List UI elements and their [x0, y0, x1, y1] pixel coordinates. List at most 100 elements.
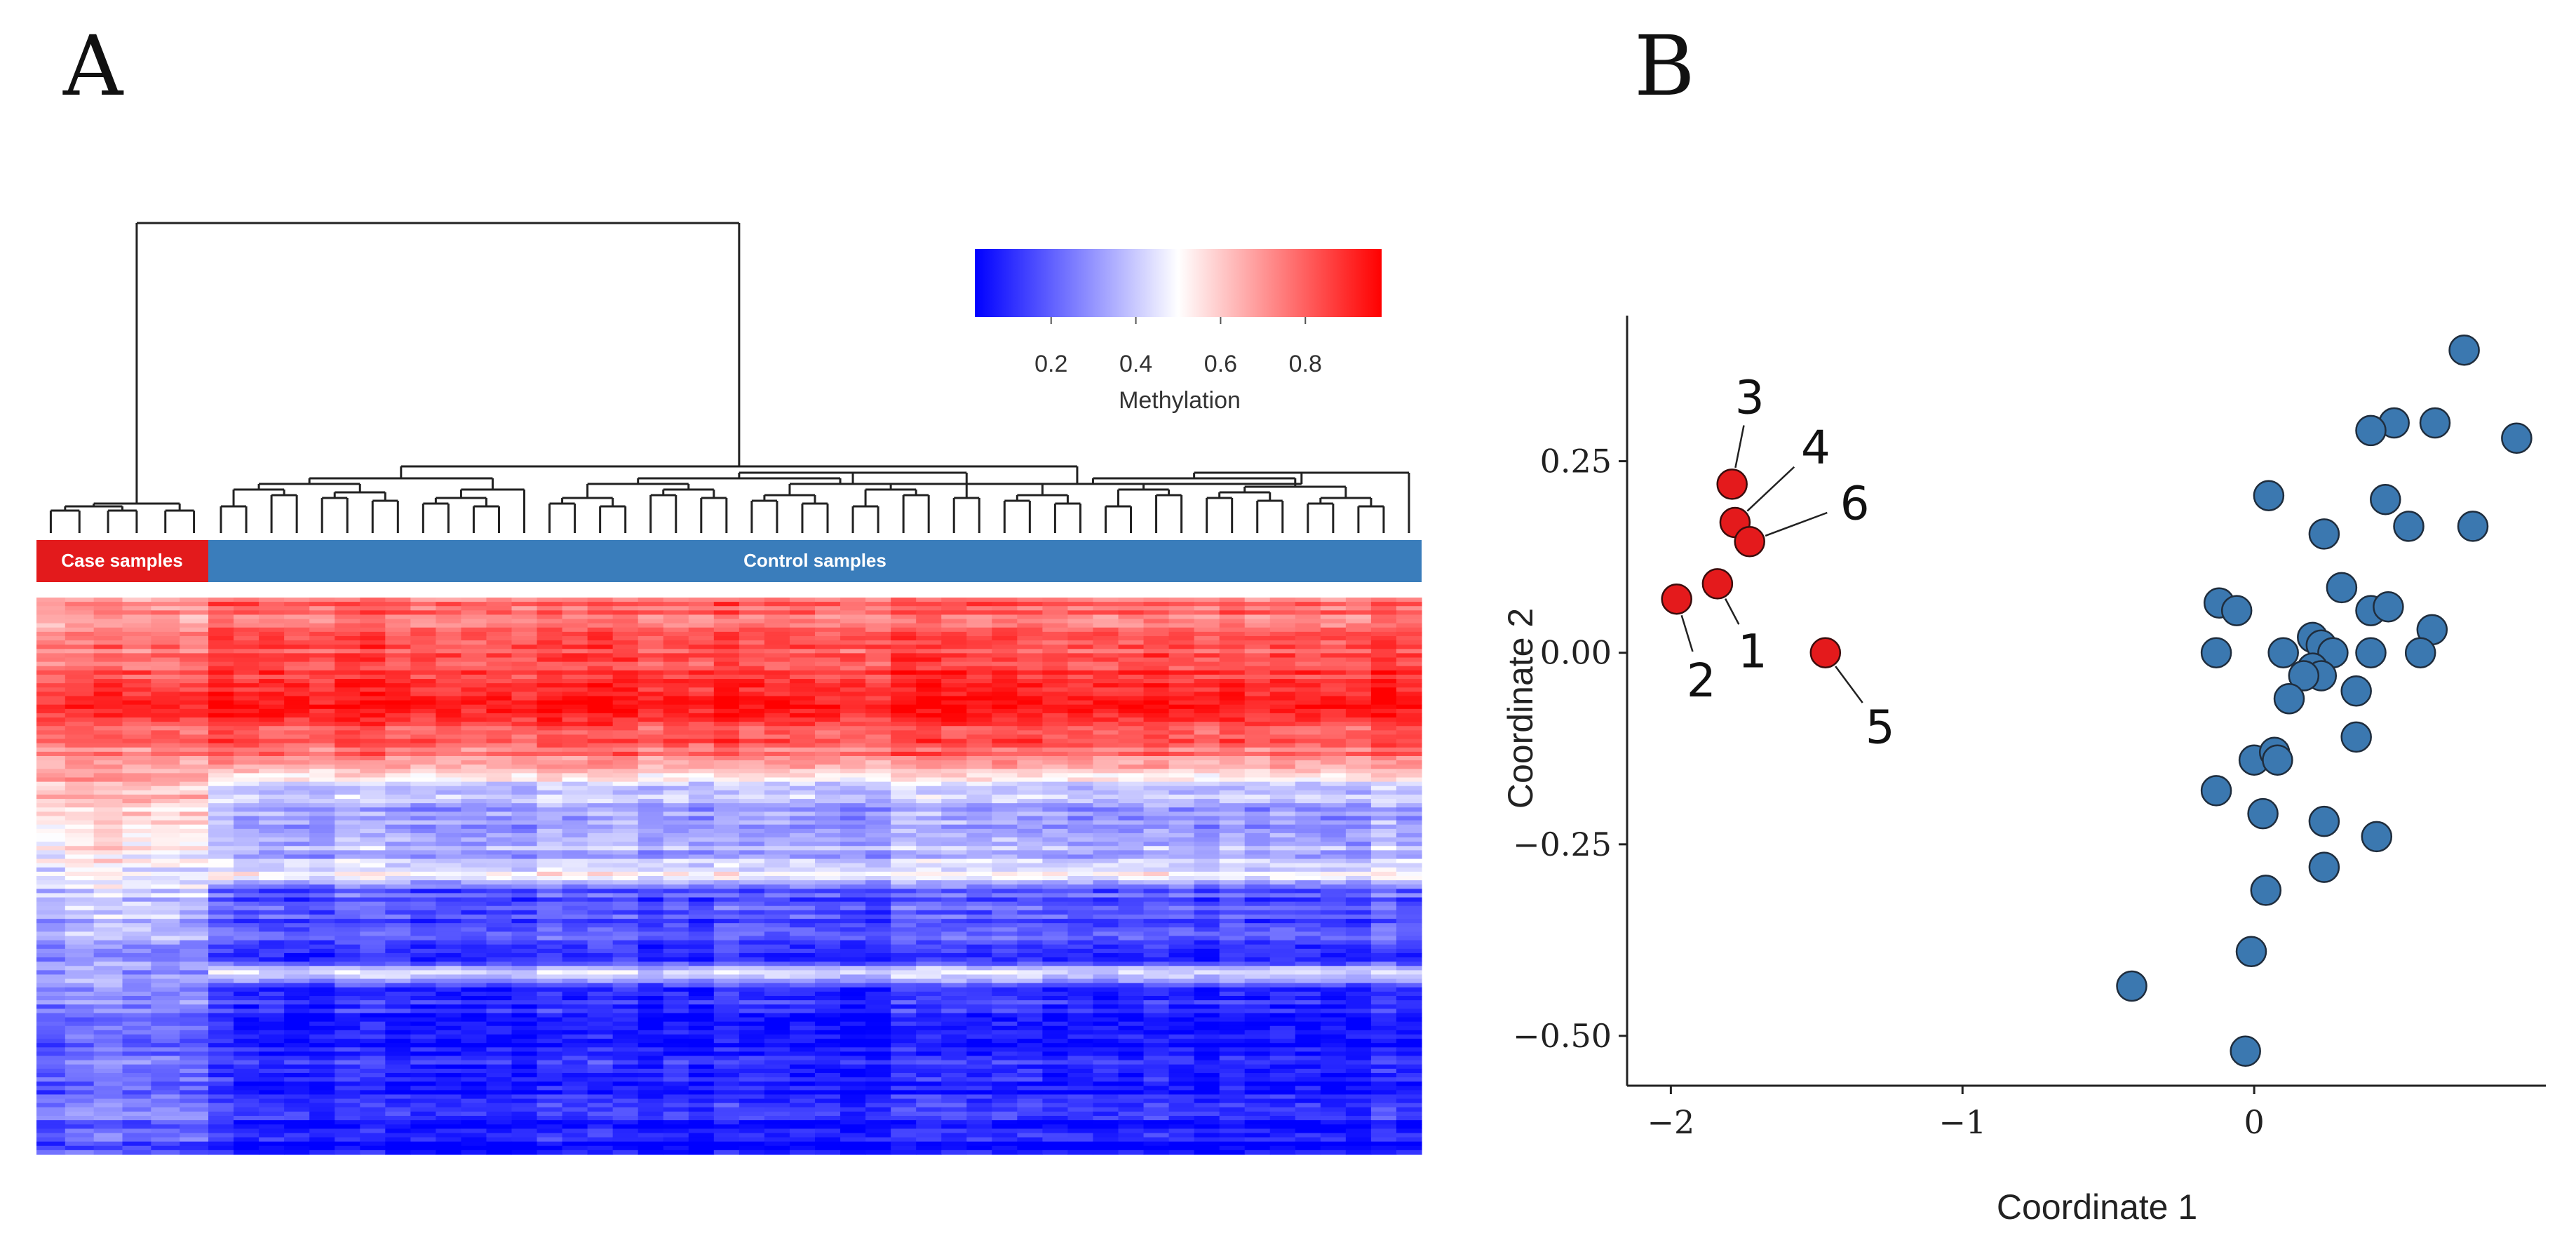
heatmap-cell [122, 635, 151, 641]
heatmap-cell [1118, 948, 1145, 954]
heatmap-cell [461, 820, 487, 825]
heatmap-cell [1244, 962, 1271, 966]
heatmap-cell [562, 858, 588, 864]
heatmap-cell [865, 820, 891, 825]
heatmap-cell [36, 670, 66, 675]
heatmap-cell [1194, 893, 1220, 898]
heatmap-cell [360, 807, 386, 812]
heatmap-cell [259, 936, 285, 941]
heatmap-cell [234, 683, 259, 688]
heatmap-cell [1320, 936, 1347, 941]
heatmap-cell [93, 799, 123, 804]
heatmap-cell [1143, 854, 1170, 860]
heatmap-cell [511, 700, 538, 706]
heatmap-cell [916, 854, 942, 860]
heatmap-cell [1370, 713, 1397, 718]
heatmap-cell [713, 640, 740, 645]
heatmap-cell [966, 936, 992, 941]
heatmap-cell [612, 846, 639, 851]
heatmap-cell [587, 846, 614, 851]
heatmap-cell [335, 598, 360, 602]
heatmap-cell [1067, 708, 1094, 714]
heatmap-cell [1118, 905, 1145, 911]
heatmap-cell [638, 871, 664, 877]
heatmap-cell [663, 696, 689, 701]
heatmap-cell [36, 747, 66, 753]
heatmap-cell [1295, 952, 1321, 958]
heatmap-cell [1219, 700, 1246, 706]
heatmap-cell [461, 944, 487, 950]
heatmap-cell [1118, 773, 1145, 778]
heatmap-cell [436, 692, 462, 697]
heatmap-cell [1269, 683, 1296, 688]
heatmap-cell [1194, 803, 1220, 808]
heatmap-cell [1370, 730, 1397, 736]
heatmap-cell [1396, 704, 1422, 710]
heatmap-cell [1320, 696, 1347, 701]
heatmap-cell [234, 846, 259, 851]
heatmap-cell [562, 700, 588, 706]
heatmap-cell [461, 893, 487, 898]
heatmap-cell [789, 833, 816, 838]
heatmap-cell [486, 846, 513, 851]
heatmap-cell [815, 837, 841, 842]
heatmap-cell [1194, 687, 1220, 692]
heatmap-cell [815, 722, 841, 727]
heatmap-cell [511, 739, 538, 744]
heatmap-cell [208, 730, 234, 736]
heatmap-cell [1345, 786, 1372, 791]
heatmap-cell [1067, 713, 1094, 718]
heatmap-cell [587, 962, 614, 966]
heatmap-cell [713, 794, 740, 800]
heatmap-cell [410, 871, 436, 877]
heatmap-cell [739, 846, 765, 851]
heatmap-cell [688, 820, 715, 825]
heatmap-cell [410, 760, 436, 765]
heatmap-cell [65, 914, 95, 919]
heatmap-cell [151, 722, 180, 727]
heatmap-cell [789, 952, 816, 958]
heatmap-cell [966, 910, 992, 915]
heatmap-cell [587, 687, 614, 692]
heatmap-cell [941, 850, 967, 856]
heatmap-cell [1118, 914, 1145, 919]
heatmap-cell [1143, 786, 1170, 791]
heatmap-cell [638, 944, 664, 950]
heatmap-cell [385, 970, 411, 976]
heatmap-cell [1219, 726, 1246, 731]
heatmap-cell [360, 905, 386, 911]
heatmap-cell [208, 708, 234, 714]
heatmap-cell [65, 931, 95, 937]
heatmap-cell [764, 952, 790, 958]
heatmap-cell [360, 708, 386, 714]
heatmap-cell [259, 910, 285, 915]
heatmap-cell [1118, 730, 1145, 736]
heatmap-cell [335, 966, 360, 971]
heatmap-cell [1194, 708, 1220, 714]
heatmap-cell [410, 645, 436, 649]
heatmap-cell [612, 910, 639, 915]
heatmap-cell [335, 747, 360, 753]
heatmap-cell [1370, 674, 1397, 680]
heatmap-cell [1345, 670, 1372, 675]
heatmap-cell [122, 679, 151, 684]
heatmap-cell [562, 816, 588, 821]
heatmap-cell [259, 635, 285, 641]
heatmap-cell [688, 880, 715, 885]
heatmap-cell [259, 653, 285, 659]
heatmap-cell [865, 726, 891, 731]
heatmap-cell [1244, 666, 1271, 671]
heatmap-cell [1067, 670, 1094, 675]
heatmap-cell [916, 919, 942, 924]
heatmap-cell [1244, 717, 1271, 722]
heatmap-cell [234, 713, 259, 718]
heatmap-cell [1168, 850, 1195, 856]
heatmap-cell [65, 751, 95, 757]
heatmap-cell [436, 871, 462, 877]
heatmap-cell [916, 704, 942, 710]
control-samples-bar [208, 540, 1422, 582]
heatmap-cell [663, 623, 689, 628]
heatmap-cell [966, 734, 992, 740]
heatmap-cell [1118, 842, 1145, 847]
heatmap-cell [1269, 645, 1296, 649]
